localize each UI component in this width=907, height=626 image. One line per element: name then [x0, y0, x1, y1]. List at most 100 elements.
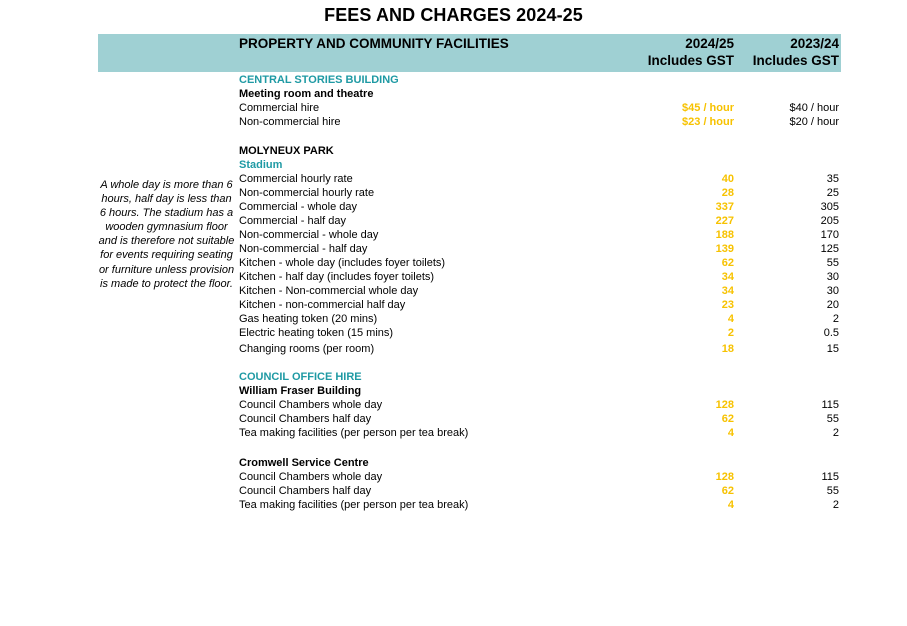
table-row: Non-commercial - half day 139 125 — [0, 242, 907, 256]
row-label: Tea making facilities (per person per te… — [239, 499, 469, 511]
fee-2023-24: 125 — [820, 243, 839, 255]
section-heading: COUNCIL OFFICE HIRE — [0, 370, 907, 384]
fee-2023-24: 115 — [821, 471, 839, 483]
row-label: Gas heating token (20 mins) — [239, 313, 378, 325]
fee-2023-24: 205 — [820, 215, 839, 227]
fee-2024-25: $23 / hour — [682, 116, 734, 128]
fee-2024-25: 18 — [721, 343, 734, 355]
fee-2023-24: 0.5 — [823, 327, 839, 339]
fee-2024-25: 128 — [715, 399, 734, 411]
fee-2024-25: 28 — [721, 187, 734, 199]
table-row: Commercial - half day 227 205 — [0, 214, 907, 228]
row-label: Commercial - whole day — [239, 201, 357, 213]
fee-2023-24: 2 — [832, 427, 839, 439]
fee-2023-24: 115 — [821, 399, 839, 411]
fee-2023-24: 25 — [826, 187, 839, 199]
section-heading: Stadium — [0, 158, 907, 172]
fee-2024-25: 227 — [715, 215, 734, 227]
row-label: MOLYNEUX PARK — [239, 145, 334, 157]
fee-2023-24: 15 — [826, 343, 839, 355]
row-label: Non-commercial - whole day — [239, 229, 379, 241]
row-label: Non-commercial - half day — [239, 243, 368, 255]
table-row: Council Chambers half day 62 55 — [0, 412, 907, 426]
stadium-note: A whole day is more than 6 hours, half d… — [98, 179, 235, 290]
row-label: COUNCIL OFFICE HIRE — [239, 371, 362, 383]
row-label: Kitchen - non-commercial half day — [239, 299, 406, 311]
fee-2023-24: 30 — [826, 285, 839, 297]
table-row: Non-commercial - whole day 188 170 — [0, 228, 907, 242]
table-row: Non-commercial hourly rate 28 25 — [0, 186, 907, 200]
fee-2023-24: 55 — [826, 257, 839, 269]
subsection-heading: Meeting room and theatre — [0, 87, 907, 101]
row-label: Non-commercial hire — [239, 116, 341, 128]
fee-2023-24: 30 — [826, 271, 839, 283]
row-label: Kitchen - whole day (includes foyer toil… — [239, 257, 446, 269]
header-col-2023: 2023/24 Includes GST — [740, 35, 839, 69]
table-row: Tea making facilities (per person per te… — [0, 498, 907, 512]
row-label: Commercial hourly rate — [239, 173, 353, 185]
header-col-2024-year: 2024/25 — [685, 36, 734, 51]
row-label: Council Chambers whole day — [239, 399, 383, 411]
fee-2023-24: 35 — [826, 173, 839, 185]
page-title: FEES AND CHARGES 2024-25 — [324, 5, 583, 25]
fee-2024-25: 62 — [721, 257, 734, 269]
fee-2023-24: $20 / hour — [789, 116, 839, 128]
fee-2024-25: 2 — [727, 327, 734, 339]
header-col-2024-gst: Includes GST — [647, 53, 734, 68]
table-row: Council Chambers whole day 128 115 — [0, 398, 907, 412]
table-row: Non-commercial hire $23 / hour $20 / hour — [0, 115, 907, 129]
header-col-2023-gst: Includes GST — [752, 53, 839, 68]
table-header-band — [98, 34, 841, 72]
row-label: Commercial hire — [239, 102, 320, 114]
table-row: Kitchen - Non-commercial whole day 34 30 — [0, 284, 907, 298]
fee-2023-24: 305 — [820, 201, 839, 213]
fee-2023-24: $40 / hour — [789, 102, 839, 114]
table-row: Commercial hire $45 / hour $40 / hour — [0, 101, 907, 115]
fee-2024-25: 4 — [727, 313, 734, 325]
table-row: Council Chambers whole day 128 115 — [0, 470, 907, 484]
table-row: Gas heating token (20 mins) 4 2 — [0, 312, 907, 326]
header-col-2024: 2024/25 Includes GST — [600, 35, 734, 69]
fee-2024-25: 139 — [715, 243, 734, 255]
section-heading: CENTRAL STORIES BUILDING — [0, 73, 907, 87]
subsection-heading: Cromwell Service Centre — [0, 456, 907, 470]
row-label: Commercial - half day — [239, 215, 346, 227]
table-row: Commercial - whole day 337 305 — [0, 200, 907, 214]
fee-2024-25: $45 / hour — [682, 102, 734, 114]
fee-2024-25: 4 — [727, 499, 734, 511]
row-label: CENTRAL STORIES BUILDING — [239, 74, 399, 86]
row-label: William Fraser Building — [239, 385, 362, 397]
header-col-2023-year: 2023/24 — [790, 36, 839, 51]
row-label: Council Chambers half day — [239, 413, 372, 425]
row-label: Kitchen - half day (includes foyer toile… — [239, 271, 435, 283]
fee-2024-25: 128 — [715, 471, 734, 483]
fee-2023-24: 20 — [826, 299, 839, 311]
fee-2024-25: 23 — [721, 299, 734, 311]
row-label: Meeting room and theatre — [239, 88, 374, 100]
fee-2023-24: 55 — [826, 485, 839, 497]
table-row: Tea making facilities (per person per te… — [0, 426, 907, 440]
fee-2023-24: 55 — [826, 413, 839, 425]
table-row: Changing rooms (per room) 18 15 — [0, 342, 907, 356]
fee-2024-25: 188 — [715, 229, 734, 241]
row-label: Tea making facilities (per person per te… — [239, 427, 469, 439]
row-label: Stadium — [239, 159, 283, 171]
table-row: Council Chambers half day 62 55 — [0, 484, 907, 498]
row-label: Council Chambers whole day — [239, 471, 383, 483]
fee-2024-25: 4 — [727, 427, 734, 439]
row-label: Changing rooms (per room) — [239, 343, 375, 355]
subsection-heading: William Fraser Building — [0, 384, 907, 398]
fee-2023-24: 2 — [832, 499, 839, 511]
fee-2024-25: 34 — [721, 271, 734, 283]
fee-2023-24: 2 — [832, 313, 839, 325]
row-label: Non-commercial hourly rate — [239, 187, 375, 199]
fee-2024-25: 337 — [715, 201, 734, 213]
subsection-heading: MOLYNEUX PARK — [0, 144, 907, 158]
table-row: Commercial hourly rate 40 35 — [0, 172, 907, 186]
table-row: Kitchen - whole day (includes foyer toil… — [0, 256, 907, 270]
table-row: Kitchen - non-commercial half day 23 20 — [0, 298, 907, 312]
fee-2023-24: 170 — [820, 229, 839, 241]
header-category: PROPERTY AND COMMUNITY FACILITIES — [239, 36, 509, 51]
fee-2024-25: 62 — [721, 413, 734, 425]
